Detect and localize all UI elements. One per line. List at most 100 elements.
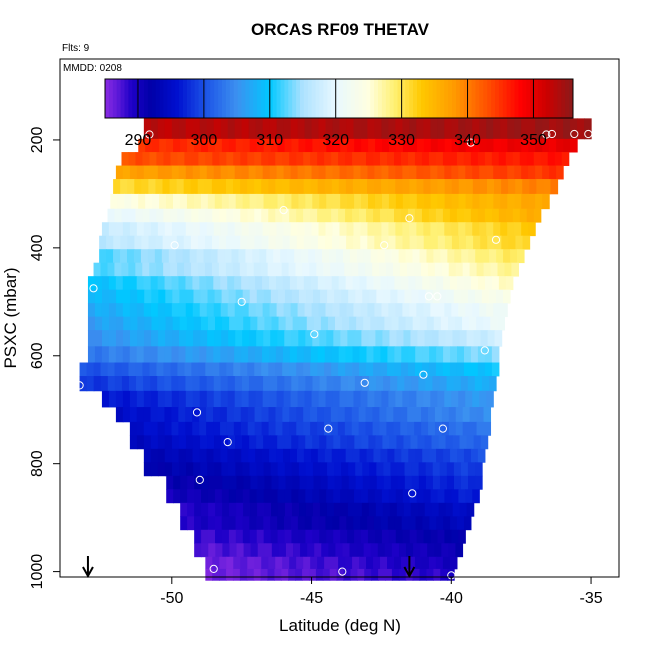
theta-v-cell	[353, 390, 362, 408]
observation-marker	[279, 206, 288, 215]
theta-v-cell	[395, 529, 404, 544]
theta-v-cell	[193, 289, 202, 304]
colorbar-swatch	[210, 79, 215, 118]
colorbar-swatch	[233, 79, 239, 118]
theta-v-cell	[141, 179, 149, 195]
theta-v-cell	[467, 376, 476, 392]
colorbar-swatch	[526, 79, 531, 118]
colorbar-swatch	[362, 79, 367, 118]
theta-v-cell	[340, 376, 349, 392]
theta-v-cell	[163, 152, 172, 166]
theta-v-cell	[122, 276, 131, 291]
theta-v-cell	[484, 362, 493, 377]
theta-v-cell	[570, 118, 578, 140]
theta-v-cell	[156, 362, 165, 377]
theta-v-cell	[121, 262, 129, 277]
theta-v-cell	[427, 543, 435, 558]
theta-v-cell	[472, 193, 481, 210]
theta-v-cell	[358, 421, 367, 436]
theta-v-cell	[479, 165, 487, 180]
theta-v-cell	[480, 435, 489, 450]
theta-v-cell	[283, 303, 292, 318]
y-axis-label: PSXC (mbar)	[1, 267, 20, 368]
theta-v-cell	[352, 362, 360, 377]
theta-v-cell	[497, 316, 506, 331]
theta-v-cell	[108, 390, 117, 408]
theta-v-cell	[305, 435, 313, 450]
theta-v-cell	[242, 138, 251, 153]
theta-v-cell	[363, 543, 372, 558]
theta-v-cell	[428, 556, 437, 570]
theta-v-cell	[235, 138, 244, 153]
theta-v-cell	[121, 208, 130, 223]
theta-v-cell	[285, 543, 294, 558]
theta-v-cell	[479, 179, 488, 195]
theta-v-cell	[374, 118, 383, 140]
colorbar-swatch	[475, 79, 480, 118]
theta-v-cell	[142, 208, 151, 223]
theta-v-cell	[332, 303, 341, 318]
colorbar-swatch	[268, 79, 274, 118]
theta-v-cell	[327, 462, 335, 477]
theta-v-cell	[257, 502, 265, 517]
theta-v-cell	[194, 502, 202, 517]
theta-v-cell	[261, 362, 269, 377]
theta-v-cell	[130, 289, 138, 304]
theta-v-cell	[350, 568, 358, 581]
theta-v-cell	[240, 208, 248, 223]
observation-marker	[237, 297, 246, 306]
theta-v-cell	[275, 276, 284, 291]
theta-v-cell	[359, 362, 367, 377]
theta-v-cell	[158, 316, 167, 331]
theta-v-cell	[239, 262, 248, 277]
theta-v-cell	[200, 516, 209, 531]
theta-v-cell	[503, 249, 511, 264]
theta-v-cell	[352, 276, 361, 291]
theta-v-cell	[127, 179, 135, 195]
theta-v-cell	[179, 330, 187, 347]
theta-v-cell	[472, 303, 480, 318]
theta-v-cell	[141, 235, 150, 250]
theta-v-cell	[303, 407, 311, 423]
theta-v-cell	[327, 289, 335, 304]
theta-v-cell	[282, 208, 290, 223]
colorbar-swatch	[175, 79, 180, 118]
observation-marker	[408, 489, 417, 498]
theta-v-cell	[417, 435, 426, 450]
theta-v-cell	[180, 489, 188, 504]
theta-v-cell	[450, 276, 458, 291]
theta-v-cell	[239, 568, 248, 581]
theta-v-cell	[458, 529, 466, 544]
theta-v-cell	[260, 568, 269, 581]
theta-v-cell	[317, 208, 325, 223]
colorbar-swatch	[417, 79, 422, 118]
theta-v-cell	[381, 529, 390, 544]
theta-v-cell	[354, 193, 362, 210]
theta-v-cell	[423, 193, 432, 210]
theta-v-cell	[183, 179, 192, 195]
theta-v-cell	[150, 376, 158, 392]
theta-v-cell	[220, 346, 228, 363]
theta-v-cell	[107, 262, 116, 277]
theta-v-cell	[288, 568, 296, 581]
theta-v-cell	[347, 138, 355, 153]
colorbar-swatch	[506, 79, 512, 118]
theta-v-cell	[397, 475, 406, 490]
theta-v-cell	[268, 362, 276, 377]
theta-v-cell	[255, 165, 264, 180]
theta-v-cell	[417, 330, 426, 347]
theta-v-cell	[114, 376, 123, 392]
theta-v-cell	[339, 235, 347, 250]
theta-v-cell	[193, 193, 202, 210]
theta-v-cell	[253, 568, 262, 581]
theta-v-cell	[270, 435, 278, 450]
theta-v-cell	[423, 303, 431, 318]
theta-v-cell	[353, 118, 362, 140]
theta-v-cell	[374, 529, 383, 544]
theta-v-cell	[340, 330, 348, 347]
theta-v-cell	[452, 435, 461, 450]
theta-v-cell	[235, 193, 244, 210]
theta-v-cell	[407, 407, 415, 423]
theta-v-cell	[269, 448, 277, 463]
theta-v-cell	[367, 118, 376, 140]
